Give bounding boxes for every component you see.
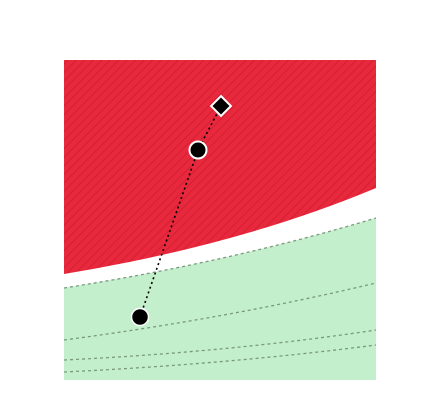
contour: [64, 329, 376, 361]
contour: [64, 344, 376, 373]
start-point: [130, 307, 150, 327]
contours: [64, 217, 376, 373]
contour: [64, 217, 376, 289]
step-point: [188, 140, 208, 160]
contour: [64, 282, 376, 341]
feasible-region: [64, 218, 376, 380]
infeasible-region: [64, 60, 376, 274]
end-point: [209, 94, 233, 118]
